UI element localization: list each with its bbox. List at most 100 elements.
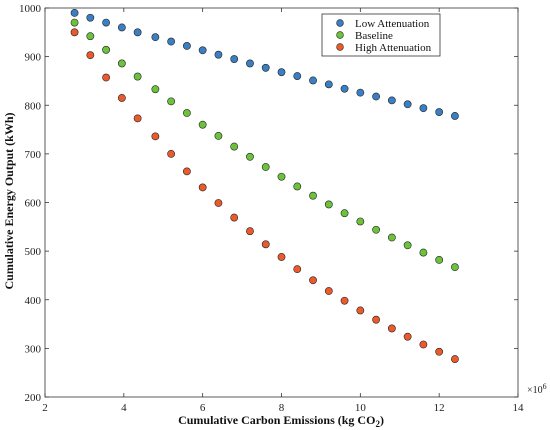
- data-point-low-attenuation: [387, 96, 396, 105]
- series-high-attenuation: [70, 28, 459, 363]
- x-axis-label-subscript: 2: [375, 419, 380, 429]
- data-point-low-attenuation: [403, 100, 412, 109]
- legend: Low Attenuation Baseline High Attenuatio…: [321, 13, 441, 57]
- data-point-high-attenuation: [309, 276, 317, 285]
- data-point-baseline: [340, 209, 349, 218]
- data-point-baseline: [293, 182, 302, 191]
- y-tick-label: 200: [25, 392, 42, 404]
- data-point-baseline: [167, 97, 176, 106]
- axes: 2 4 6 8 10 12 14 200 300 400 500 600 700 800 900 1000: [19, 3, 524, 414]
- legend-label-low-attenuation: Low Attenuation: [355, 18, 430, 30]
- data-point-low-attenuation: [419, 104, 428, 113]
- data-point-high-attenuation: [182, 167, 191, 176]
- data-point-high-attenuation: [214, 199, 223, 207]
- data-point-baseline: [214, 131, 223, 140]
- data-point-high-attenuation: [230, 213, 239, 222]
- data-point-baseline: [117, 59, 126, 68]
- data-point-low-attenuation: [182, 42, 191, 50]
- x-axis-label: Cumulative Carbon Emissions (kg CO2): [178, 413, 384, 429]
- data-point-baseline: [230, 142, 239, 151]
- y-tick-label: 600: [25, 198, 42, 210]
- data-point-low-attenuation: [246, 59, 254, 68]
- data-point-baseline: [309, 191, 317, 200]
- plot-frame: [44, 7, 519, 398]
- data-point-high-attenuation: [198, 183, 207, 192]
- data-point-high-attenuation: [387, 324, 396, 333]
- data-point-low-attenuation: [261, 63, 270, 72]
- legend-marker-high-attenuation: [336, 43, 344, 51]
- legend-item-baseline: Baseline: [336, 30, 393, 42]
- data-point-low-attenuation: [167, 37, 176, 46]
- legend-item-high-attenuation: High Attenuation: [336, 42, 432, 54]
- data-point-baseline: [102, 45, 110, 54]
- y-tick-label: 700: [25, 149, 42, 161]
- data-point-baseline: [70, 18, 79, 27]
- x-tick-label: 12: [434, 402, 445, 414]
- legend-marker-low-attenuation: [336, 19, 344, 27]
- data-point-low-attenuation: [151, 33, 160, 42]
- data-point-high-attenuation: [340, 296, 349, 305]
- data-point-baseline: [182, 109, 191, 117]
- data-point-low-attenuation: [372, 92, 380, 101]
- legend-marker-baseline: [336, 31, 344, 39]
- x-tick-label: 6: [200, 402, 206, 414]
- data-point-baseline: [324, 200, 333, 209]
- data-point-high-attenuation: [246, 227, 254, 236]
- legend-label-high-attenuation: High Attenuation: [355, 42, 432, 54]
- data-point-baseline: [356, 217, 365, 226]
- y-tick-label: 1000: [19, 3, 42, 15]
- y-tick-label: 400: [25, 295, 42, 307]
- x-tick-label: 14: [513, 402, 525, 414]
- data-point-high-attenuation: [403, 332, 412, 341]
- data-point-baseline: [261, 163, 270, 171]
- data-point-low-attenuation: [340, 84, 349, 93]
- series-low-attenuation: [70, 8, 459, 120]
- y-axis-label: Cumulative Energy Output (kWh): [2, 112, 16, 289]
- data-point-high-attenuation: [372, 315, 380, 324]
- data-point-high-attenuation: [151, 132, 160, 141]
- data-point-low-attenuation: [214, 50, 223, 59]
- data-point-high-attenuation: [102, 73, 110, 82]
- data-point-high-attenuation: [324, 287, 333, 295]
- data-point-high-attenuation: [133, 114, 142, 123]
- data-point-baseline: [419, 248, 428, 257]
- data-point-high-attenuation: [435, 347, 444, 356]
- x-tick-label: 10: [355, 402, 367, 414]
- data-point-baseline: [387, 233, 396, 242]
- data-point-high-attenuation: [451, 355, 459, 363]
- data-point-high-attenuation: [86, 51, 95, 60]
- series-baseline: [70, 18, 459, 272]
- data-point-baseline: [151, 85, 160, 94]
- data-point-low-attenuation: [293, 72, 302, 80]
- x-tick-label: 8: [279, 402, 285, 414]
- legend-label-baseline: Baseline: [355, 30, 393, 42]
- x-axis-exponent: ×106: [527, 382, 547, 396]
- data-point-low-attenuation: [435, 108, 444, 116]
- data-point-high-attenuation: [117, 94, 126, 102]
- data-point-baseline: [435, 255, 444, 264]
- data-point-low-attenuation: [324, 80, 333, 89]
- data-point-low-attenuation: [70, 8, 79, 17]
- data-point-high-attenuation: [277, 253, 286, 261]
- data-point-high-attenuation: [261, 240, 270, 249]
- data-point-low-attenuation: [451, 112, 459, 120]
- data-point-low-attenuation: [117, 23, 126, 32]
- data-point-low-attenuation: [356, 88, 365, 97]
- y-tick-label: 500: [25, 246, 42, 258]
- data-point-high-attenuation: [167, 149, 176, 158]
- data-point-baseline: [372, 225, 380, 234]
- y-tick-label: 300: [25, 343, 42, 355]
- legend-item-low-attenuation: Low Attenuation: [336, 18, 430, 30]
- data-point-baseline: [86, 32, 95, 41]
- data-point-low-attenuation: [309, 76, 317, 85]
- data-point-low-attenuation: [277, 68, 286, 77]
- data-point-baseline: [246, 152, 254, 161]
- data-point-low-attenuation: [133, 28, 142, 37]
- data-point-high-attenuation: [356, 306, 365, 315]
- data-point-baseline: [403, 241, 412, 250]
- data-point-baseline: [133, 72, 142, 81]
- y-tick-label: 900: [25, 52, 42, 64]
- x-tick-label: 4: [121, 402, 127, 414]
- data-point-high-attenuation: [293, 265, 302, 274]
